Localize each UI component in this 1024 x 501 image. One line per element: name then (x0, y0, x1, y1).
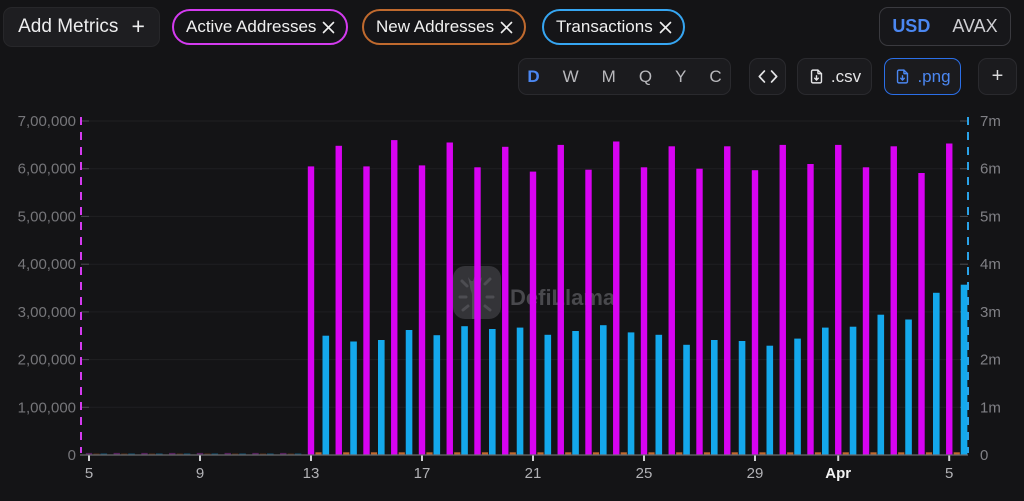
svg-text:4,00,000: 4,00,000 (18, 256, 76, 273)
svg-text:1m: 1m (980, 399, 1001, 416)
svg-text:0: 0 (980, 447, 988, 464)
svg-text:5: 5 (85, 465, 93, 482)
svg-text:9: 9 (196, 465, 204, 482)
svg-text:1,00,000: 1,00,000 (18, 399, 76, 416)
svg-text:29: 29 (747, 465, 764, 482)
svg-text:5m: 5m (980, 208, 1001, 225)
svg-text:13: 13 (303, 465, 320, 482)
svg-text:25: 25 (636, 465, 653, 482)
svg-text:5,00,000: 5,00,000 (18, 208, 76, 225)
svg-text:7m: 7m (980, 113, 1001, 130)
svg-text:6,00,000: 6,00,000 (18, 161, 76, 178)
svg-text:5: 5 (945, 465, 953, 482)
svg-text:4m: 4m (980, 256, 1001, 273)
svg-text:6m: 6m (980, 161, 1001, 178)
svg-text:2,00,000: 2,00,000 (18, 352, 76, 369)
svg-text:2m: 2m (980, 352, 1001, 369)
svg-text:3,00,000: 3,00,000 (18, 304, 76, 321)
svg-text:Apr: Apr (825, 465, 851, 482)
svg-text:7,00,000: 7,00,000 (18, 113, 76, 130)
svg-text:17: 17 (414, 465, 431, 482)
svg-text:0: 0 (68, 447, 76, 464)
svg-text:3m: 3m (980, 304, 1001, 321)
svg-text:21: 21 (525, 465, 542, 482)
